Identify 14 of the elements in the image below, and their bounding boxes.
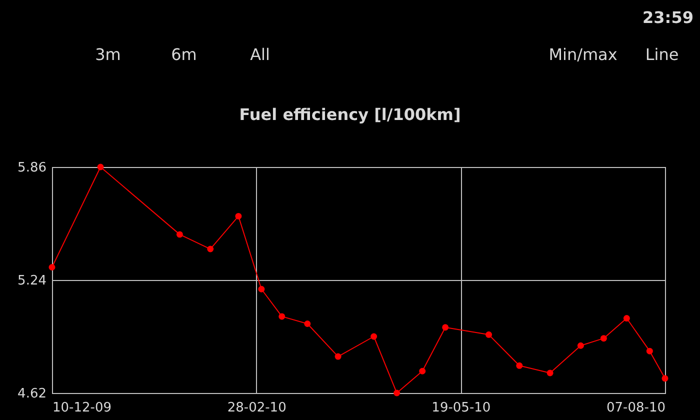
text: Line <box>645 45 679 64</box>
text: 23:59 <box>642 8 694 27</box>
x-tick-label: 28-02-10 <box>227 400 286 416</box>
y-tick-label: 4.62 <box>18 386 46 402</box>
y-tick-label: 5.86 <box>18 160 46 176</box>
text: Min/max <box>548 45 618 64</box>
text: 3m <box>95 45 121 64</box>
x-tick-label: 07-08-10 <box>606 400 666 416</box>
chart-title: Fuel efficiency [l/100km] <box>239 105 461 124</box>
y-tick-label: 5.24 <box>18 274 46 288</box>
text: 6m <box>171 45 197 64</box>
text: All <box>250 45 270 64</box>
x-tick-label: 10-12-09 <box>52 400 112 416</box>
x-tick-label: 19-05-10 <box>432 400 491 416</box>
